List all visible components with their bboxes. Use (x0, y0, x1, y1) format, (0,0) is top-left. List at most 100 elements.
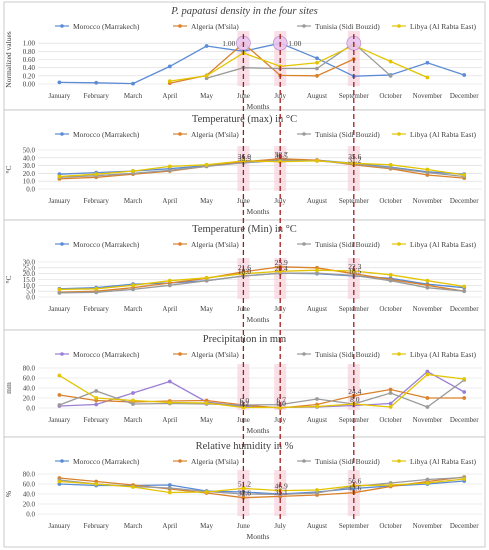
x-tick-label: November (413, 522, 443, 530)
data-point (462, 396, 467, 400)
legend-label: Tunisia (Sidi Bouzid) (315, 22, 380, 31)
data-label: 35.1 (275, 487, 288, 496)
y-tick-label: 0.0 (26, 405, 35, 413)
legend-label: Libya (Al Rabta East) (410, 240, 477, 249)
data-point (425, 60, 430, 65)
legend-label: Tunisia (Sidi Bouzid) (315, 350, 380, 359)
data-point (462, 289, 467, 294)
data-label: 6.7 (277, 396, 287, 405)
y-tick-label: 0.00 (23, 81, 36, 89)
y-axis-label: °C (4, 165, 13, 173)
x-tick-label: November (413, 416, 443, 424)
data-label: 1.00 (288, 39, 301, 48)
data-point (425, 481, 430, 485)
y-tick-label: 0.20 (23, 72, 36, 80)
x-tick-label: December (450, 197, 479, 205)
data-point (167, 490, 172, 495)
data-point (204, 44, 209, 48)
data-point (94, 172, 99, 177)
data-point (425, 372, 430, 377)
y-tick-label: 20.0 (23, 395, 36, 403)
data-label: 56.6 (348, 477, 361, 486)
data-point (241, 486, 246, 491)
x-tick-label: February (84, 522, 110, 530)
data-label: 46.9 (275, 482, 288, 491)
y-axis-label: mm (4, 382, 13, 394)
data-label: 24.4 (348, 387, 361, 396)
month-highlight (347, 146, 360, 191)
x-tick-label: January (49, 305, 71, 313)
y-tick-label: 80.0 (23, 471, 36, 479)
data-point (204, 73, 209, 78)
data-point (131, 391, 135, 395)
y-tick-label: 0.0 (26, 511, 35, 519)
data-point (131, 81, 135, 86)
data-label: 36.0 (238, 152, 251, 161)
legend-marker (60, 459, 64, 463)
data-point (167, 168, 172, 173)
legend-label: Algeria (M'sila) (191, 240, 239, 249)
data-point (315, 491, 319, 495)
data-point (204, 401, 209, 405)
legend-marker (60, 24, 64, 28)
y-tick-label: 10.0 (23, 178, 36, 186)
data-point (462, 477, 467, 481)
data-point (462, 377, 467, 381)
legend-label: Tunisia (Sidi Bouzid) (315, 130, 380, 139)
legend-marker (302, 352, 306, 356)
data-point (315, 56, 319, 61)
panel-5: Relative humidity in % Morocco (Marrakech… (3, 436, 486, 548)
legend-marker (397, 459, 401, 463)
x-tick-label: April (162, 92, 177, 100)
data-point (315, 159, 319, 163)
data-point (425, 167, 430, 172)
series-line (59, 160, 465, 178)
x-tick-label: August (307, 92, 327, 100)
data-label: 38.7 (275, 150, 288, 159)
x-tick-label: July (274, 92, 286, 100)
x-tick-label: July (274, 522, 286, 530)
x-tick-label: December (450, 522, 479, 530)
legend-marker (302, 24, 306, 28)
x-tick-label: April (162, 197, 177, 205)
panel-3: Temperature (Min) in °C Morocco (Marrakec… (3, 219, 486, 331)
y-tick-label: 40.0 (23, 154, 36, 162)
x-tick-label: January (49, 92, 71, 100)
x-tick-label: March (124, 197, 143, 205)
x-tick-label: February (84, 416, 110, 424)
panel-4: Precipitation in mm Morocco (Marrakech) Al… (3, 329, 486, 438)
y-tick-label: 1.00 (23, 40, 36, 48)
data-point (167, 400, 172, 405)
data-point (94, 482, 99, 486)
legend-marker (178, 459, 182, 463)
data-point (94, 80, 99, 85)
x-tick-label: May (200, 92, 213, 100)
x-tick-label: May (200, 305, 213, 313)
x-tick-label: April (162, 522, 177, 530)
series-line (59, 476, 465, 499)
data-point (57, 373, 62, 378)
legend-marker (60, 242, 64, 246)
x-tick-label: June (237, 92, 250, 100)
x-tick-label: October (379, 305, 402, 313)
data-point (278, 269, 283, 274)
panel-title: P. papatasi density in the four sites (170, 6, 318, 17)
x-tick-label: December (450, 416, 479, 424)
data-point (315, 404, 319, 409)
data-label: 18.0 (238, 267, 251, 276)
month-highlight (237, 146, 250, 191)
x-tick-label: May (200, 197, 213, 205)
x-axis-label: Months (247, 102, 270, 111)
data-point (388, 162, 393, 167)
x-tick-label: February (84, 197, 110, 205)
y-tick-label: 30.0 (23, 259, 36, 267)
x-tick-label: June (237, 522, 250, 530)
legend-label: Libya (Al Rabta East) (410, 22, 477, 31)
panel-title: Relative humidity in % (196, 441, 294, 452)
legend-marker (60, 352, 64, 356)
data-point (315, 271, 319, 275)
data-point (94, 389, 99, 393)
legend-marker (397, 132, 401, 136)
data-point (388, 483, 393, 487)
legend-marker (302, 132, 306, 136)
